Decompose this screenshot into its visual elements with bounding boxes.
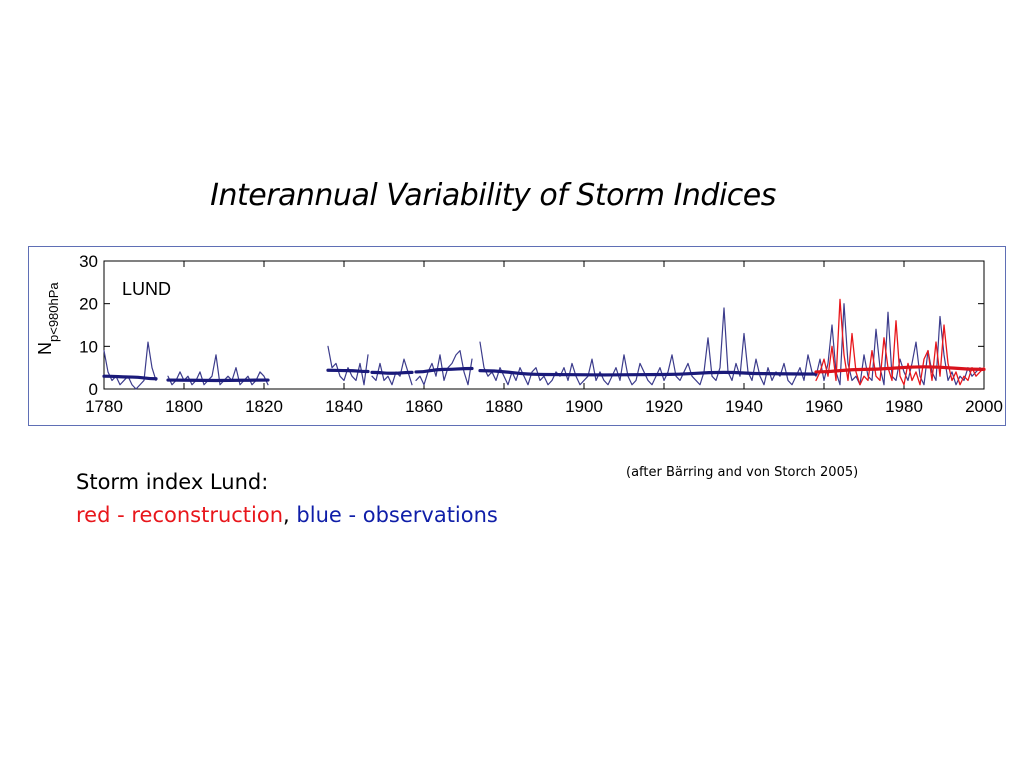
- observations-line-3: [371, 358, 413, 386]
- y-tick-label-20: 20: [79, 295, 98, 314]
- source-note: (after Bärring and von Storch 2005): [626, 465, 859, 480]
- observations-line-5: [479, 303, 981, 386]
- x-tick-label-1840: 1840: [325, 397, 363, 416]
- y-axis-label-main: N: [35, 342, 55, 355]
- x-tick-label-1800: 1800: [165, 397, 203, 416]
- y-axis-label: Np<980hPa: [35, 282, 61, 355]
- x-tick-label-1820: 1820: [245, 397, 283, 416]
- series-group: [102, 298, 986, 390]
- x-tick-label-2000: 2000: [965, 397, 1003, 416]
- x-tick-label-1860: 1860: [405, 397, 443, 416]
- x-tick-label-1780: 1780: [85, 397, 123, 416]
- caption-red-reconstruction: red - reconstruction: [76, 503, 284, 527]
- observations-line-0: [103, 341, 157, 390]
- y-tick-label-10: 10: [79, 337, 98, 356]
- observations-line-2: [327, 345, 369, 386]
- x-tick-label-1980: 1980: [885, 397, 923, 416]
- obs_smooth-line-2: [326, 368, 370, 374]
- slide-title: Interannual Variability of Storm Indices: [210, 178, 776, 213]
- text-group: 1780 1800 1820 1840 1860 1880 1900 1920 1940 1960…: [35, 252, 1003, 416]
- observations-line-4: [415, 350, 473, 386]
- axes-group: [103, 260, 985, 390]
- y-tick-label-0: 0: [89, 380, 98, 399]
- y-tick-label-30: 30: [79, 252, 98, 271]
- x-tick-label-1900: 1900: [565, 397, 603, 416]
- caption-legend: red - reconstruction, blue - observation…: [76, 503, 498, 527]
- x-tick-label-1940: 1940: [725, 397, 763, 416]
- rec_smooth-line-0: [814, 365, 986, 374]
- reconstruction-line-0: [815, 298, 985, 386]
- y-axis-label-sub: p<980hPa: [46, 282, 61, 342]
- chart-frame: 1780 1800 1820 1840 1860 1880 1900 1920 1940 1960…: [28, 246, 1006, 426]
- obs_smooth-line-0: [102, 374, 158, 381]
- obs_smooth-line-3: [370, 370, 414, 375]
- plot-box: [103, 260, 985, 390]
- obs_smooth-line-5: [478, 369, 818, 377]
- x-tick-label-1920: 1920: [645, 397, 683, 416]
- x-tick-label-1880: 1880: [485, 397, 523, 416]
- panel-label: LUND: [122, 279, 171, 299]
- x-tick-label-1960: 1960: [805, 397, 843, 416]
- obs_smooth-line-4: [414, 366, 474, 374]
- caption-separator: ,: [283, 503, 297, 527]
- caption-title: Storm index Lund:: [76, 470, 269, 494]
- storm-index-chart: 1780 1800 1820 1840 1860 1880 1900 1920 1940 1960…: [35, 252, 1003, 416]
- caption-blue-observations: blue - observations: [296, 503, 498, 527]
